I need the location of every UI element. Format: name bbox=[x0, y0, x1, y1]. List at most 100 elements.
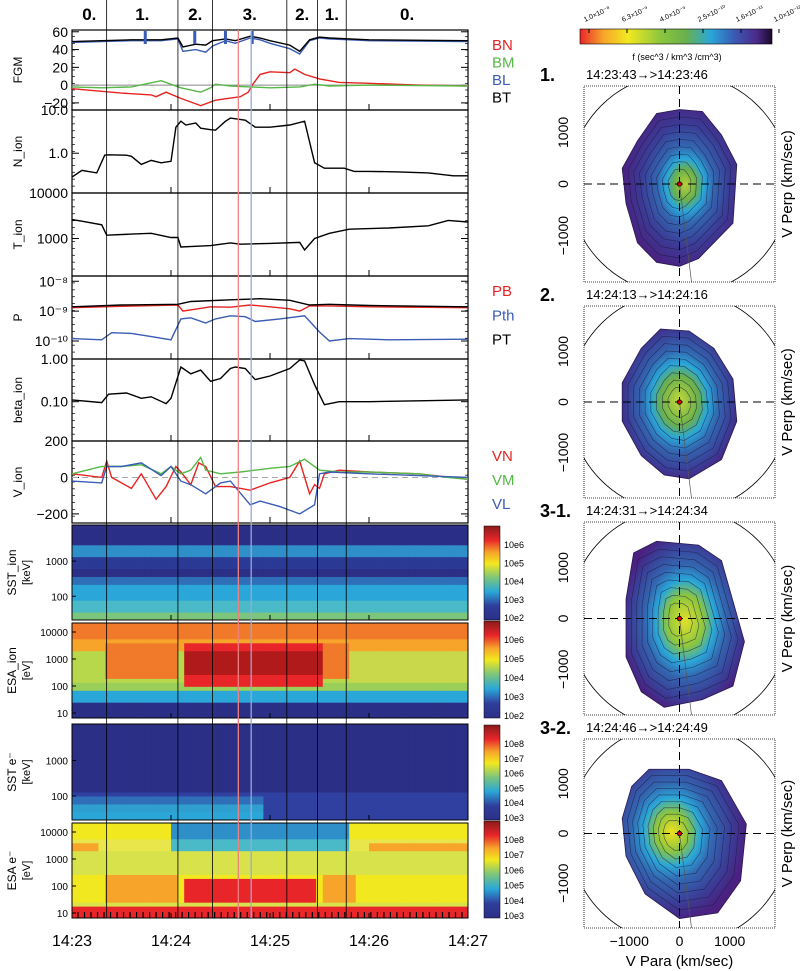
spectrogram-cell bbox=[382, 596, 390, 601]
spectrogram-cell bbox=[369, 792, 377, 797]
spectrogram-cell bbox=[204, 584, 212, 589]
spectrogram-cell bbox=[461, 674, 469, 679]
spectrogram-cell bbox=[177, 556, 185, 562]
spectrogram-cell bbox=[171, 556, 179, 562]
spectrogram-cell bbox=[316, 560, 324, 566]
spectrogram-cell bbox=[250, 764, 258, 769]
spectrogram-cell bbox=[448, 796, 456, 801]
spectrogram-cell bbox=[428, 724, 436, 729]
spectrogram-cell bbox=[190, 706, 198, 711]
spectrogram-cell bbox=[184, 804, 192, 809]
spectrogram-cell bbox=[118, 623, 126, 628]
spectrogram-cell bbox=[72, 830, 80, 836]
spectrogram-cell bbox=[111, 658, 119, 664]
spectrogram-cell bbox=[461, 816, 469, 821]
spectrogram-cell bbox=[98, 654, 106, 660]
spectrogram-cell bbox=[428, 556, 436, 562]
spectrogram-cell bbox=[184, 780, 192, 785]
spectrogram-cell bbox=[296, 552, 304, 558]
spectrogram-cell bbox=[138, 580, 146, 585]
spectrogram-cell bbox=[151, 846, 159, 852]
spectrogram-cell bbox=[289, 752, 297, 757]
spectrogram-cell bbox=[256, 706, 264, 711]
spectrogram-cell bbox=[256, 666, 264, 671]
spectrogram-cell bbox=[72, 902, 80, 907]
spectrogram-cell bbox=[362, 808, 370, 813]
spectrogram-cell bbox=[85, 674, 93, 679]
spectrogram-cell bbox=[408, 804, 416, 809]
spectrogram-cell bbox=[382, 788, 390, 793]
spectrogram-cell bbox=[309, 784, 317, 789]
spectrogram-cell bbox=[289, 690, 297, 695]
spectrogram-cell bbox=[395, 804, 403, 809]
spectrogram-cell bbox=[454, 736, 462, 741]
spectrogram-cell bbox=[408, 768, 416, 773]
spectrogram-cell bbox=[296, 540, 304, 546]
spectrogram-cell bbox=[428, 816, 436, 821]
spectrogram-cell bbox=[388, 792, 396, 797]
spectrogram-cell bbox=[217, 678, 225, 683]
spectrogram-cell bbox=[454, 780, 462, 785]
spectrogram-cell bbox=[388, 588, 396, 593]
spectrogram-cell bbox=[435, 724, 443, 729]
spectrogram-cell bbox=[461, 796, 469, 801]
spectrogram-cell bbox=[441, 710, 449, 715]
spectrogram-cell bbox=[256, 532, 264, 538]
spectrogram-cell bbox=[144, 592, 152, 597]
spectrogram-cell bbox=[190, 724, 198, 729]
spectrogram-cell bbox=[144, 540, 152, 546]
spectrogram-cell bbox=[256, 780, 264, 785]
spectrogram-cell bbox=[124, 878, 132, 883]
spectrogram-cell bbox=[177, 690, 185, 695]
spectrogram-cell bbox=[105, 642, 113, 648]
spectrogram-cell bbox=[263, 600, 271, 605]
spectrogram-cell bbox=[388, 564, 396, 570]
spectrogram-cell bbox=[303, 642, 311, 648]
spectrogram-cell bbox=[428, 608, 436, 613]
spectrogram-cell bbox=[157, 724, 165, 729]
spectrogram-cell bbox=[263, 666, 271, 671]
spectrogram-cell bbox=[402, 812, 410, 817]
spectrogram-cell bbox=[303, 604, 311, 609]
spectrogram-cell bbox=[303, 626, 311, 632]
spectrogram-cell bbox=[355, 808, 363, 813]
spectrogram-cell bbox=[316, 556, 324, 562]
spectrogram-cell bbox=[349, 724, 357, 729]
spectrogram-cell bbox=[72, 634, 80, 640]
spectrogram-cell bbox=[382, 732, 390, 737]
spectrogram-cell bbox=[210, 630, 218, 636]
spectrogram-cell bbox=[177, 772, 185, 777]
spectrogram-cell bbox=[210, 556, 218, 562]
spectrogram-cell bbox=[375, 666, 383, 671]
spectrogram-cell bbox=[408, 556, 416, 562]
spectrogram-cell bbox=[428, 592, 436, 597]
spectrogram-cell bbox=[184, 576, 192, 581]
spectrogram-cell bbox=[85, 768, 93, 773]
spectrogram-cell bbox=[435, 560, 443, 566]
spectrogram-cell bbox=[237, 596, 245, 601]
spectrogram-cell bbox=[448, 682, 456, 687]
spectrogram-cell bbox=[124, 588, 132, 593]
spectrogram-cell bbox=[435, 658, 443, 664]
spectrogram-cell bbox=[388, 756, 396, 761]
spectrogram-cell bbox=[197, 604, 205, 609]
spectrogram-cell bbox=[190, 588, 198, 593]
spectrogram-cell bbox=[454, 674, 462, 679]
spectrogram-cell bbox=[355, 760, 363, 765]
spectrogram-cell bbox=[230, 650, 238, 656]
spectrogram-cell bbox=[230, 686, 238, 691]
spectrogram-cell bbox=[157, 532, 165, 538]
spectrogram-cell bbox=[118, 788, 126, 793]
spectrogram-cell bbox=[105, 870, 113, 875]
spectrogram-cell bbox=[303, 612, 311, 617]
spectrogram-cell bbox=[124, 630, 132, 636]
spectrogram-cell bbox=[256, 630, 264, 636]
spectrogram-cell bbox=[454, 760, 462, 765]
spectrogram-cell bbox=[263, 760, 271, 765]
spectrogram-cell bbox=[415, 682, 423, 687]
spectrogram-cell bbox=[230, 572, 238, 577]
spectrogram-cell bbox=[72, 724, 80, 729]
spectrogram-cell bbox=[118, 634, 126, 640]
spectrogram-cell bbox=[223, 623, 231, 628]
spectrogram-cell bbox=[309, 674, 317, 679]
